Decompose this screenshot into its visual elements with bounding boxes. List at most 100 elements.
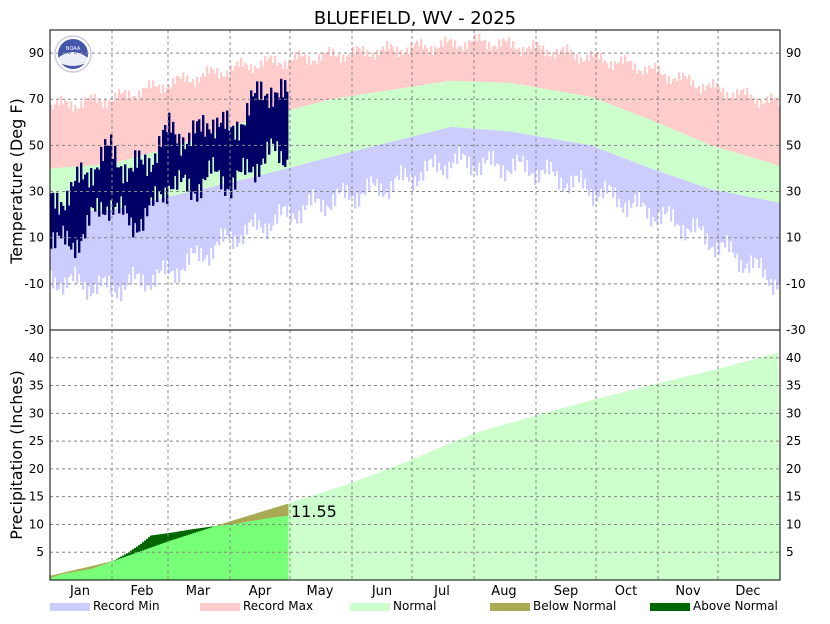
record-max-bar	[558, 54, 560, 91]
record-min-bar	[438, 130, 440, 163]
record-max-bar	[564, 53, 566, 93]
record-max-bar	[626, 62, 628, 111]
record-min-bar	[748, 197, 750, 273]
normal-range-bar	[750, 157, 752, 197]
record-min-bar	[556, 140, 558, 172]
record-max-bar	[390, 44, 392, 90]
normal-range-bar	[508, 83, 510, 131]
normal-range-bar	[558, 91, 560, 139]
record-max-bar	[332, 49, 334, 99]
normal-range-bar	[642, 117, 644, 165]
record-min-bar	[676, 177, 678, 223]
record-max-bar	[444, 37, 446, 82]
record-max-bar	[436, 49, 438, 83]
record-max-bar	[148, 80, 150, 153]
record-min-bar	[550, 138, 552, 162]
month-label: Jun	[371, 584, 392, 599]
normal-range-bar	[310, 104, 312, 162]
record-min-bar	[216, 186, 218, 242]
record-max-bar	[486, 49, 488, 82]
normal-range-bar	[340, 98, 342, 155]
record-min-bar	[462, 128, 464, 154]
record-max-bar	[292, 60, 294, 109]
record-min-bar	[686, 181, 688, 229]
record-min-bar	[348, 152, 350, 199]
record-max-bar	[364, 56, 366, 94]
record-max-bar	[752, 99, 754, 158]
record-max-bar	[82, 108, 84, 166]
record-max-bar	[520, 56, 522, 85]
record-min-bar	[522, 134, 524, 156]
normal-range-bar	[504, 83, 506, 131]
temperature-panel	[50, 34, 780, 302]
record-max-bar	[320, 61, 322, 102]
normal-range-bar	[442, 82, 444, 129]
normal-range-bar	[618, 108, 620, 156]
record-min-bar	[548, 138, 550, 174]
normal-range-bar	[586, 96, 588, 144]
normal-range-bar	[426, 84, 428, 132]
normal-range-bar	[742, 155, 744, 196]
record-min-bar	[268, 173, 270, 223]
normal-range-bar	[478, 82, 480, 129]
record-max-bar	[306, 63, 308, 105]
normal-range-bar	[356, 95, 358, 150]
record-min-bar	[750, 197, 752, 255]
normal-range-bar	[388, 90, 390, 142]
record-min-bar	[572, 142, 574, 187]
normal-range-bar	[684, 134, 686, 180]
normal-range-bar	[484, 82, 486, 129]
normal-range-bar	[706, 144, 708, 188]
record-max-bar	[314, 60, 316, 103]
record-min-bar	[644, 166, 646, 205]
normal-range-bar	[458, 81, 460, 127]
record-max-bar	[692, 80, 694, 138]
normal-range-bar	[490, 82, 492, 130]
record-max-bar	[434, 47, 436, 84]
record-max-bar	[632, 70, 634, 113]
record-min-bar	[252, 177, 254, 227]
record-max-bar	[480, 41, 482, 82]
record-min-bar	[308, 163, 310, 195]
record-min-bar	[598, 148, 600, 196]
record-min-bar	[738, 195, 740, 272]
record-max-bar	[478, 34, 480, 82]
normal-range-bar	[576, 95, 578, 143]
record-min-bar	[156, 199, 158, 269]
record-min-bar	[632, 162, 634, 204]
normal-range-bar	[664, 126, 666, 173]
record-min-bar	[378, 145, 380, 196]
record-min-bar	[324, 158, 326, 216]
record-min-bar	[100, 210, 102, 286]
normal-range-bar	[366, 94, 368, 148]
record-min-bar	[242, 180, 244, 245]
normal-range-bar	[402, 88, 404, 139]
record-min-bar	[316, 161, 318, 199]
normal-range-bar	[572, 94, 574, 142]
record-min-bar	[586, 145, 588, 190]
normal-range-bar	[420, 85, 422, 134]
normal-range-bar	[436, 83, 438, 131]
record-max-bar	[766, 96, 768, 162]
record-min-bar	[436, 130, 438, 172]
normal-range-bar	[712, 146, 714, 190]
record-max-bar	[452, 47, 454, 81]
record-min-bar	[590, 145, 592, 189]
normal-range-bar	[414, 86, 416, 136]
record-min-bar	[672, 176, 674, 209]
normal-range-bar	[486, 82, 488, 130]
normal-range-bar	[292, 109, 294, 167]
normal-range-bar	[734, 153, 736, 194]
record-min-bar	[500, 131, 502, 178]
record-min-bar	[178, 194, 180, 282]
normal-range-bar	[470, 82, 472, 129]
record-min-bar	[294, 166, 296, 219]
normal-range-bar	[552, 90, 554, 138]
record-min-bar	[502, 131, 504, 165]
record-min-bar	[192, 191, 194, 253]
normal-range-bar	[438, 83, 440, 130]
record-min-bar	[650, 168, 652, 226]
normal-range-bar	[378, 92, 380, 145]
legend-label: Below Normal	[533, 599, 616, 613]
record-max-bar	[344, 61, 346, 97]
